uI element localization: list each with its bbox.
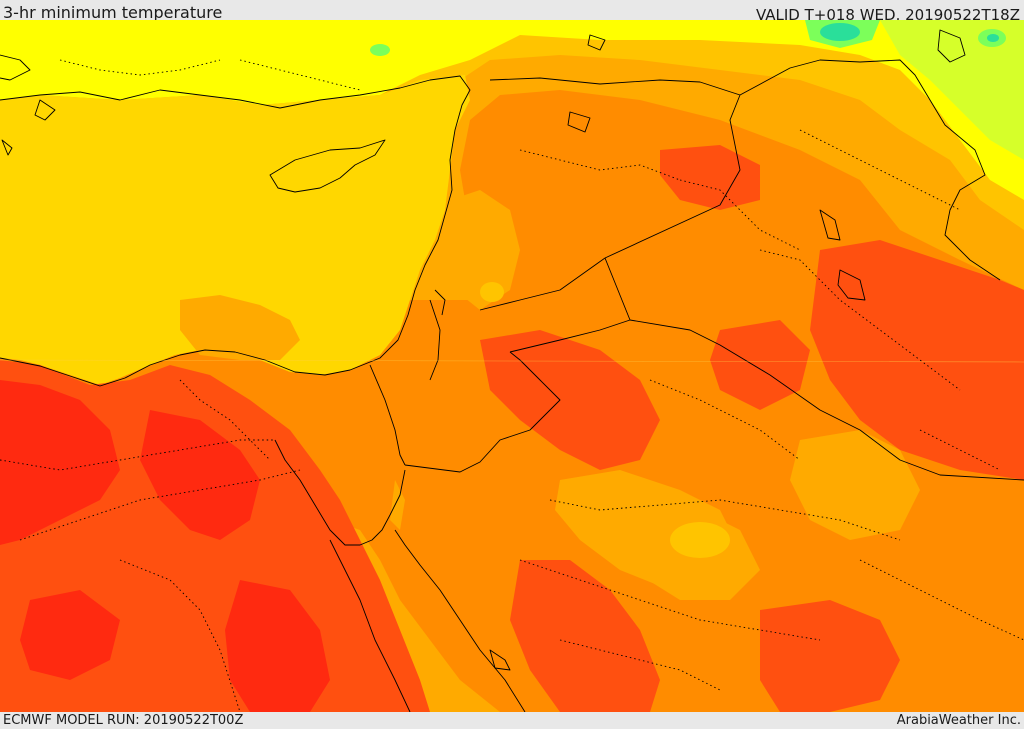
mediterranean-sea xyxy=(0,75,470,385)
credit-label: ArabiaWeather Inc. xyxy=(896,713,1021,728)
north-yellow-zone xyxy=(0,20,1024,200)
internal-boundaries xyxy=(0,59,1024,712)
cyprus-outline xyxy=(269,139,386,193)
egypt-deep-red-patch-1 xyxy=(0,380,120,545)
header-bar: 3-hr minimum temperature VALID T+018 WED… xyxy=(0,0,1024,24)
arabia-red-patch-3 xyxy=(710,320,810,410)
valid-time: VALID T+018 WED. 20190522T18Z xyxy=(755,6,1020,24)
north-green-spot xyxy=(370,44,390,56)
egypt-deep-red-patch-3 xyxy=(225,580,330,712)
egypt-deep-red-patch-4 xyxy=(20,590,120,680)
sea-orange-patch xyxy=(180,295,300,360)
map-canvas xyxy=(0,20,1024,712)
arabia-light-orange-2 xyxy=(790,430,920,540)
levant-light-orange-strip xyxy=(445,190,520,310)
egypt-deep-red-patch-2 xyxy=(140,410,260,540)
arabia-red-patch-2 xyxy=(510,560,660,712)
footer-bar: ECMWF MODEL RUN: 20190522T00Z ArabiaWeat… xyxy=(0,712,1024,729)
model-run-label: ECMWF MODEL RUN: 20190522T00Z xyxy=(3,713,244,728)
grid-seam-line xyxy=(0,359,1024,363)
far-east-teal-spot xyxy=(987,34,999,42)
coastlines xyxy=(0,29,1024,712)
arabia-red-patch-4 xyxy=(660,145,760,210)
arabia-amber-spot xyxy=(670,522,730,558)
levant-amber-spot xyxy=(480,282,504,302)
northeast-yellow-green-zone xyxy=(880,20,1024,160)
northeast-teal-spot xyxy=(820,23,860,41)
temperature-map[interactable] xyxy=(0,20,1024,712)
arabia-red-patch-5 xyxy=(760,600,900,712)
gulf-of-aqaba xyxy=(390,480,405,530)
map-title: 3-hr minimum temperature xyxy=(3,3,223,22)
